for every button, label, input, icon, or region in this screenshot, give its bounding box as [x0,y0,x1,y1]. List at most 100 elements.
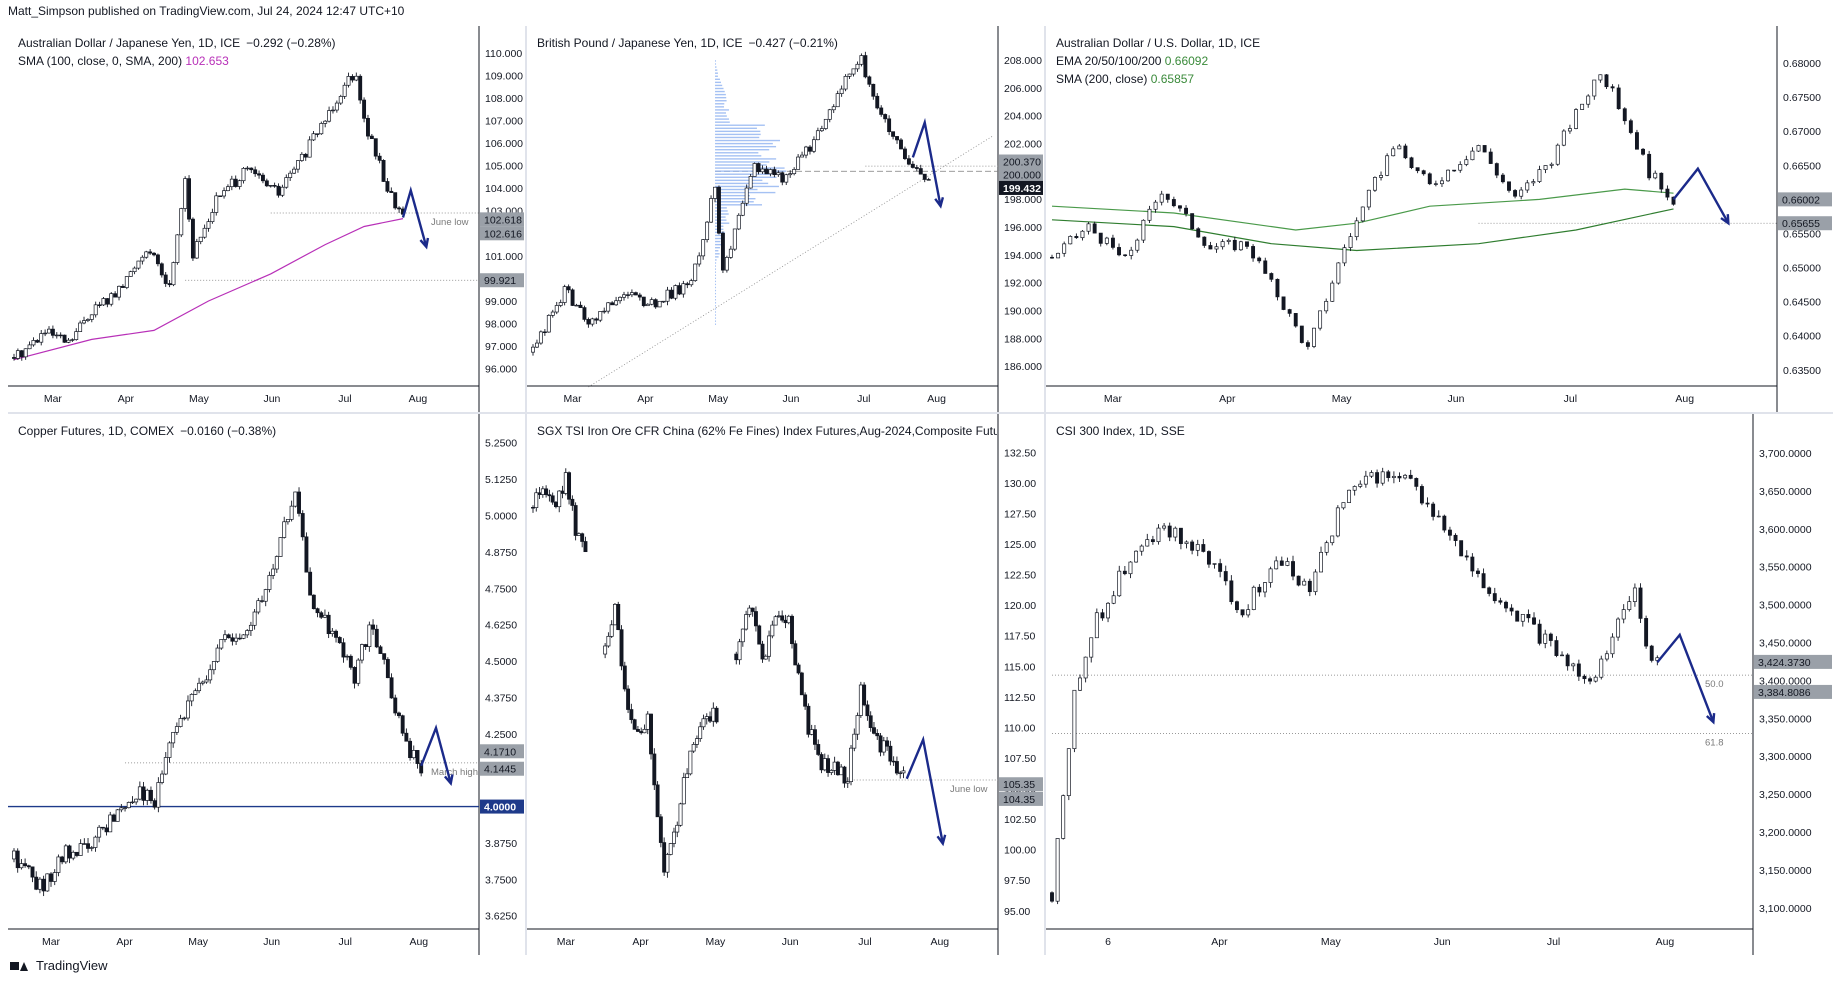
candle-body [1291,561,1295,577]
publisher-line: Matt_Simpson published on TradingView.co… [8,4,405,18]
candle-body [1380,471,1385,484]
chart-panel-csi300[interactable]: CSI 300 Index, 1D, SSE 3,700.0000 3,650.0… [1046,414,1833,955]
chart-panel-audusd[interactable]: Australian Dollar / U.S. Dollar, 1D, ICE… [1046,26,1833,412]
candle-body [550,311,555,316]
y-tick-label: 3,100.0000 [1759,903,1812,915]
y-tick-label: 5.1250 [485,474,517,486]
candle-body [245,167,250,170]
candle-body [299,153,304,161]
y-tick-label: 110.000 [485,48,522,60]
candle-body [1440,180,1444,185]
price-label-text: 200.000 [1003,170,1041,182]
price-label-box [999,167,1043,182]
y-tick-label: 3.8750 [485,838,517,850]
candle-body [1352,486,1357,491]
candle-body [145,789,150,801]
volume-profile-bar [715,286,717,289]
candle-body [813,729,817,745]
candle-body [113,293,118,298]
y-tick-label: 192.000 [1004,278,1042,290]
candle-body [1080,230,1085,239]
candle-body [560,490,565,494]
chart-panel-gbpjpy[interactable]: British Pound / Japanese Yen, 1D, ICE −0.… [527,26,1044,412]
candle-body [728,248,733,258]
candle-body [1632,587,1637,602]
candle-body [1494,163,1499,176]
candle-body [780,615,785,621]
candle-body [202,227,207,238]
x-tick-label: Apr [1219,393,1236,405]
candle-body [1565,654,1570,667]
chart-legend: Copper Futures, 1D, COMEX −0.0160 (−0.38%… [18,422,276,440]
candle-body [109,293,114,305]
volume-profile-bar [715,115,727,117]
candle-body [776,615,781,618]
chart-panel-audjpy[interactable]: Australian Dollar / Japanese Yen, 1D, IC… [8,26,525,412]
candle-body [303,153,308,158]
volume-profile-bar [715,84,723,87]
candle-body [669,289,674,299]
candle-body [1092,223,1097,234]
candle-body [1141,219,1146,241]
candle-body [1195,544,1200,551]
candle-body [839,88,844,95]
candle-body [618,296,623,302]
candle-body [563,472,568,494]
candle-body [1072,689,1077,750]
candle-body [132,267,137,273]
candle-body [30,866,35,878]
candle-body [786,615,791,624]
candle-body [792,169,797,175]
candle-body [219,639,224,649]
candle-body [163,274,168,284]
candle-body [799,672,804,696]
candle-body [12,357,16,359]
candle-body [724,256,729,271]
candle-body [330,630,335,635]
candle-body [1571,663,1576,667]
candle-body [167,283,172,286]
x-tick-label: Aug [409,936,428,948]
chart-panel-copper[interactable]: Copper Futures, 1D, COMEX −0.0160 (−0.38%… [8,414,525,955]
candle-body [1464,555,1469,558]
candle-body [1050,256,1054,259]
x-tick-label: Aug [927,393,946,405]
candle-body [137,786,142,800]
candle-body [878,735,883,753]
footer-brand[interactable]: TradingView [10,958,108,973]
candle-body [12,850,16,860]
candle-body [1229,580,1234,603]
candle-body [144,251,149,258]
volume-profile-bar [715,179,763,182]
candle-body [31,340,36,346]
chart-panel-ironore[interactable]: SGX TSI Iron Ore CFR China (62% Fe Fines… [527,414,1044,955]
candle-body [385,659,390,679]
candle-body [1526,613,1531,619]
candle-body [1425,502,1430,505]
candle-body [282,521,287,538]
candle-body [823,118,828,129]
x-tick-label: Jul [1547,936,1560,948]
candle-body [1214,246,1219,250]
candle-body [241,634,246,639]
y-tick-label: 0.66500 [1783,160,1821,172]
candle-body [744,614,749,630]
candle-body [609,624,614,637]
y-tick-label: 196.000 [1004,222,1042,234]
candle-body [278,537,283,557]
candle-body [1464,159,1469,165]
candle-body [1312,327,1316,347]
candle-body [865,704,870,717]
candle-body [174,726,179,733]
candle-body [1206,551,1211,565]
x-tick-label: Jun [1434,936,1451,948]
candle-body [906,158,911,165]
candle-body [567,472,572,500]
candle-body [41,878,46,892]
volume-profile-bar [715,198,756,200]
price-label-box [480,799,524,814]
candle-body [603,645,608,655]
volume-profile-bar [715,201,754,203]
x-tick-label: Jul [339,936,352,948]
candle-body [1171,199,1176,207]
